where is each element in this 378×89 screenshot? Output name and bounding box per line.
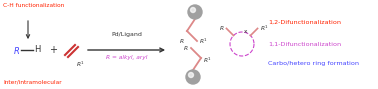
Text: C-H functionalization: C-H functionalization: [3, 3, 64, 8]
Text: $\it{R}$$^1$: $\it{R}$$^1$: [199, 36, 207, 46]
Text: $\it{R}$: $\it{R}$: [13, 44, 20, 56]
Text: $\it{R}$$^1$: $\it{R}$$^1$: [203, 55, 211, 65]
Text: x: x: [244, 29, 248, 34]
Circle shape: [189, 73, 194, 78]
Text: Pd/Ligand: Pd/Ligand: [112, 32, 143, 37]
Circle shape: [191, 7, 195, 12]
Text: Inter/intramolecular: Inter/intramolecular: [3, 80, 62, 85]
Text: $\it{R}$$^1$: $\it{R}$$^1$: [260, 24, 268, 33]
Text: H: H: [34, 45, 40, 54]
Text: R = alkyl, aryl: R = alkyl, aryl: [106, 55, 148, 60]
Text: +: +: [49, 45, 57, 55]
Text: Carbo/hetero ring formation: Carbo/hetero ring formation: [268, 61, 359, 66]
Circle shape: [188, 5, 202, 19]
Text: $\it{R}$$^1$: $\it{R}$$^1$: [76, 59, 84, 69]
Text: $\it{R}$: $\it{R}$: [180, 37, 185, 45]
Text: 1,1-Difunctionalization: 1,1-Difunctionalization: [268, 41, 341, 46]
Circle shape: [186, 70, 200, 84]
Text: $\it{R}$: $\it{R}$: [183, 44, 189, 52]
Text: $\it{R}$: $\it{R}$: [219, 24, 225, 32]
Text: 1,2-Difunctionalization: 1,2-Difunctionalization: [268, 19, 341, 24]
